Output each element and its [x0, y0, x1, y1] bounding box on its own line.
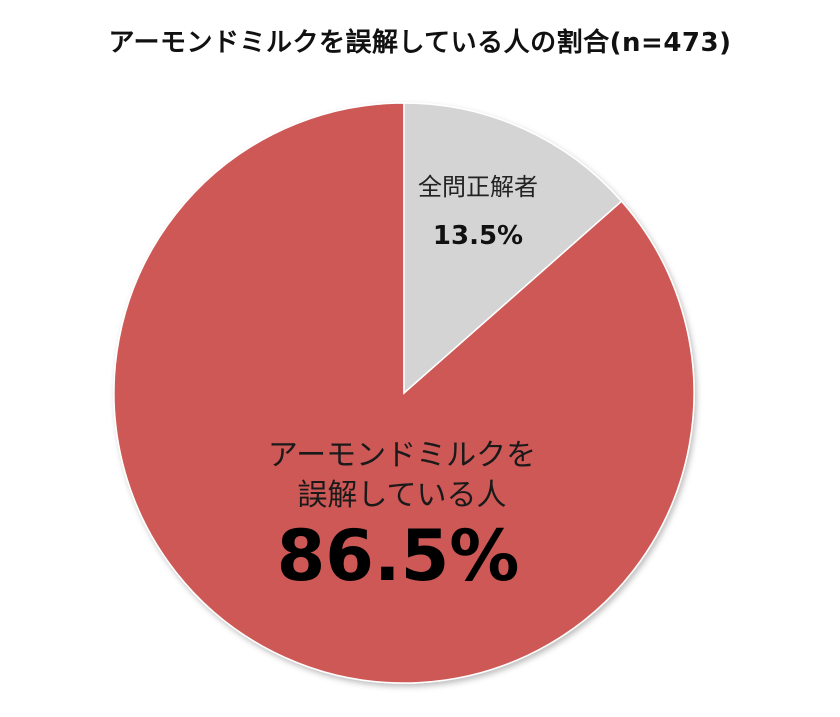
- slice-label-all-correct: 全問正解者: [418, 173, 538, 201]
- slice-label-misunderstood-line-2: 誤解している人: [297, 478, 506, 513]
- slice-value-all-correct: 13.5%: [433, 221, 523, 251]
- slice-all-correct: [403, 102, 623, 395]
- slices-group: [113, 102, 695, 684]
- slice-label-misunderstood-line-1: アーモンドミルクを: [268, 438, 536, 473]
- slice-value-misunderstood: 86.5%: [277, 515, 520, 597]
- chart-title: アーモンドミルクを誤解している人の割合(n=473): [108, 28, 732, 58]
